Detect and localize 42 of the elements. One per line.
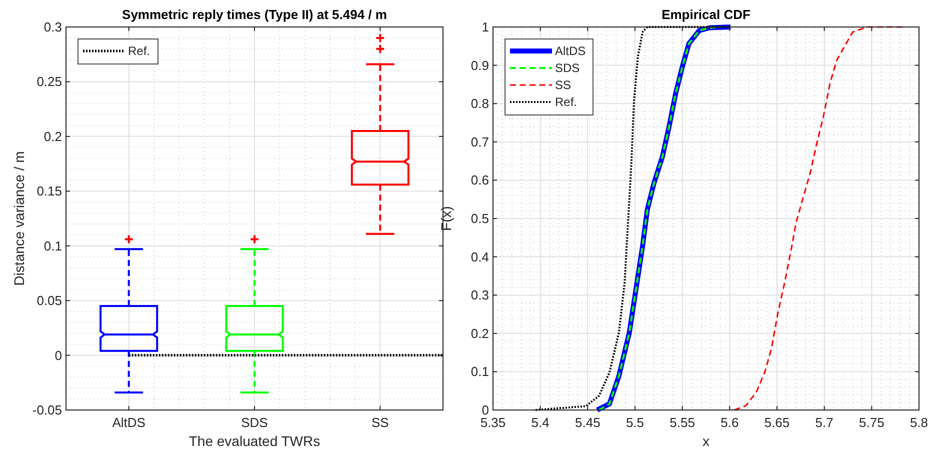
x-tick-label: 5.75 bbox=[859, 415, 884, 430]
x-tick-label: 5.6 bbox=[720, 415, 739, 430]
x-tick-label: 5.55 bbox=[670, 415, 695, 430]
y-tick-label: 0 bbox=[54, 348, 62, 363]
x-tick-label: SS bbox=[371, 415, 390, 430]
x-tick-label: 5.5 bbox=[626, 415, 644, 430]
chart-title: Symmetric reply times (Type II) at 5.494 / m bbox=[122, 7, 387, 22]
y-tick-label: 0.25 bbox=[36, 74, 62, 90]
y-axis-title: Distance variance / m bbox=[11, 151, 27, 286]
y-tick-label: 1 bbox=[482, 20, 489, 34]
y-tick-label: 0.3 bbox=[470, 288, 489, 303]
x-tick-label: 5.45 bbox=[575, 415, 600, 430]
legend-label: AltDS bbox=[555, 44, 586, 58]
x-tick-label: 5.35 bbox=[480, 415, 506, 430]
x-tick-label: 5.8 bbox=[910, 415, 928, 430]
x-tick-label: 5.7 bbox=[815, 415, 834, 430]
y-tick-label: 0.3 bbox=[44, 20, 62, 34]
y-tick-label: 0.2 bbox=[44, 128, 62, 144]
y-tick-label: 0.9 bbox=[470, 58, 489, 73]
legend-label: Ref. bbox=[555, 95, 578, 109]
y-tick-label: -0.05 bbox=[32, 402, 62, 418]
y-tick-label: 0.1 bbox=[470, 364, 489, 380]
x-axis-title: The evaluated TWRs bbox=[188, 433, 320, 449]
x-tick-label: 5.65 bbox=[764, 415, 790, 430]
y-tick-label: 0.8 bbox=[470, 96, 489, 112]
y-tick-label: 0 bbox=[482, 402, 489, 418]
y-tick-label: 0.05 bbox=[36, 293, 62, 308]
legend-label: SDS bbox=[555, 61, 580, 75]
legend-label: SS bbox=[555, 78, 572, 92]
x-tick-label: 5.4 bbox=[531, 415, 550, 430]
y-tick-label: 0.15 bbox=[36, 184, 62, 199]
y-tick-label: 0.7 bbox=[470, 134, 489, 150]
y-tick-label: 0.4 bbox=[470, 249, 489, 264]
x-tick-label: SDS bbox=[241, 415, 268, 430]
y-tick-label: 0.6 bbox=[470, 172, 489, 188]
chart-title: Empirical CDF bbox=[662, 7, 750, 22]
y-tick-label: 0.5 bbox=[470, 211, 489, 226]
y-tick-label: 0.2 bbox=[470, 326, 489, 341]
x-axis-title: x bbox=[702, 433, 710, 449]
legend-label: Ref. bbox=[128, 44, 150, 58]
y-tick-label: 0.1 bbox=[44, 238, 62, 254]
x-tick-label: AltDS bbox=[112, 415, 146, 430]
